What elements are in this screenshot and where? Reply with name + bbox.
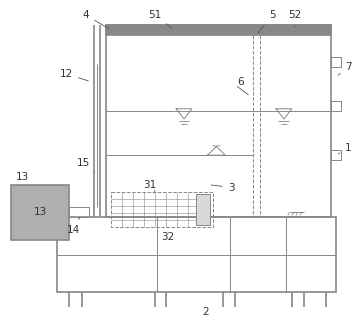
Text: 15: 15	[76, 158, 95, 173]
Text: 2: 2	[202, 307, 209, 317]
Text: 6: 6	[238, 77, 244, 87]
Text: 4: 4	[83, 10, 108, 28]
Bar	[57, 217, 336, 292]
Bar	[105, 25, 331, 35]
Text: 14: 14	[67, 217, 80, 235]
Text: 13: 13	[16, 172, 29, 182]
Text: 52: 52	[288, 10, 301, 27]
Bar	[331, 57, 341, 67]
Text: 12: 12	[60, 69, 88, 81]
Bar	[105, 25, 331, 217]
Text: 7: 7	[338, 62, 352, 75]
Bar	[331, 150, 341, 160]
Text: 31: 31	[143, 180, 156, 190]
Text: 13: 13	[33, 207, 47, 217]
Bar	[331, 101, 341, 111]
Text: 3: 3	[211, 182, 234, 193]
Bar	[69, 207, 89, 217]
Bar	[110, 192, 213, 227]
Text: 51: 51	[148, 10, 172, 28]
Bar	[11, 185, 69, 240]
Text: 32: 32	[161, 231, 174, 242]
Text: 1: 1	[338, 143, 352, 154]
Text: 5: 5	[258, 10, 275, 32]
Bar	[196, 194, 211, 225]
